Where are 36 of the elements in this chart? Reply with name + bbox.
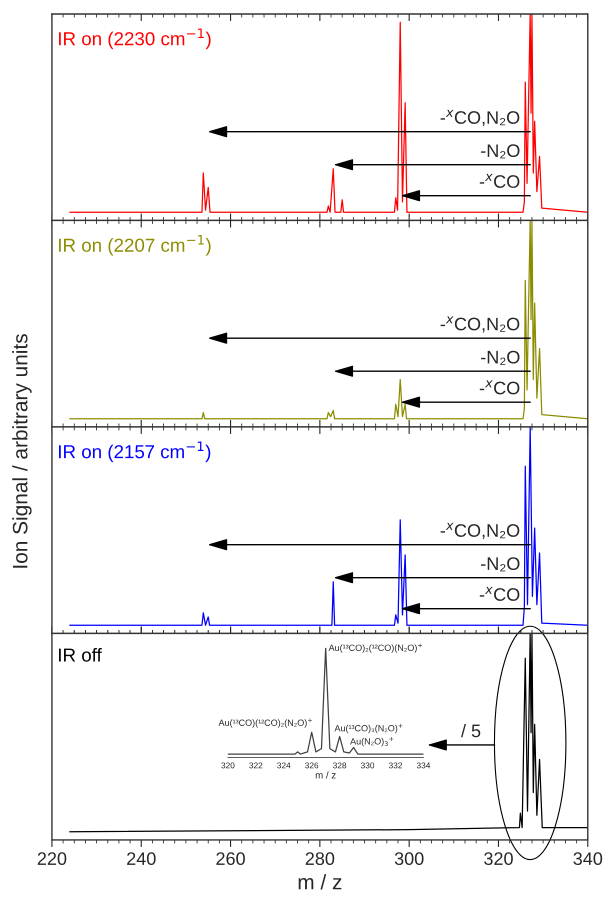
x-tick-label: 326 xyxy=(305,762,318,768)
annotation: Au(¹³CO)₃(N₂O)$^{+}$ xyxy=(334,724,403,734)
annotation: / 5 xyxy=(460,724,480,738)
x-tick-label: 280 xyxy=(306,852,334,866)
text: IR on (2157 cm$^{−1}$) xyxy=(59,441,210,462)
x-tick-label: 334 xyxy=(416,762,430,768)
x-tick-label: 320 xyxy=(484,852,513,866)
x-tick-label: 240 xyxy=(127,852,156,866)
annotation: -N₂O xyxy=(481,350,520,365)
annotation: -$^{x}$CO xyxy=(480,586,520,601)
annotation: Au(N₂O)$_{3}$$^{+}$ xyxy=(350,737,394,746)
annotation: -N₂O xyxy=(481,557,520,572)
x-tick-label: 330 xyxy=(360,762,374,768)
x-tick-label: 340 xyxy=(573,852,602,866)
text: IR off xyxy=(59,648,102,662)
y-axis-title: Ion Signal / arbitrary units xyxy=(12,334,32,568)
text: IR on (2207 cm$^{−1}$) xyxy=(59,234,211,256)
x-tick-label: 322 xyxy=(249,762,262,768)
x-tick-label: 324 xyxy=(277,762,290,768)
x-tick-label: 220 xyxy=(38,852,66,866)
annotation: Au(¹³CO)(¹²CO)₂(N₂O)$^{+}$ xyxy=(218,718,312,728)
annotation: -N₂O xyxy=(481,144,520,158)
x-tick-label: 320 xyxy=(221,762,235,768)
x-axis-title: m / z xyxy=(316,771,336,779)
annotation: -$^{x}$CO,N₂O xyxy=(440,316,520,333)
annotation: -$^{x}$CO xyxy=(480,380,520,394)
x-tick-label: 328 xyxy=(332,762,346,768)
x-tick-label: 260 xyxy=(216,852,245,866)
annotation: -$^{x}$CO,N₂O xyxy=(440,522,520,540)
x-tick-label: 300 xyxy=(394,852,424,866)
x-tick-label: 332 xyxy=(388,762,402,768)
annotation: -$^{x}$CO xyxy=(480,174,520,188)
annotation: Au(¹³CO)₂(¹²CO)(N₂O)$^{+}$ xyxy=(328,643,422,653)
text: IR on (2230 cm$^{−1}$) xyxy=(59,28,211,50)
annotation: -$^{x}$CO,N₂O xyxy=(440,110,520,126)
x-axis-title: m / z xyxy=(298,874,342,890)
